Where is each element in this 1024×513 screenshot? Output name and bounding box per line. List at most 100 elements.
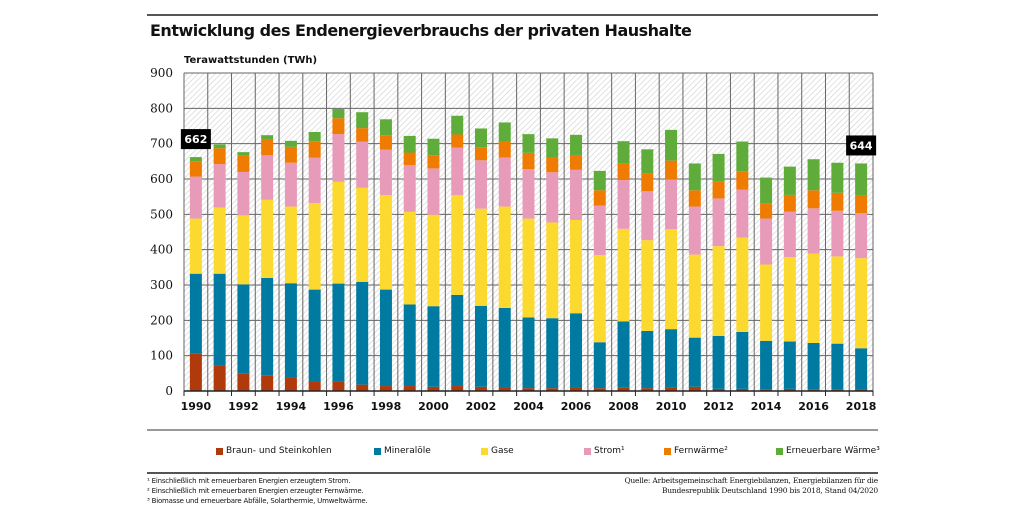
bar-segment [379, 135, 392, 150]
bar-segment [760, 389, 773, 391]
bar-segment [403, 304, 416, 387]
legend-swatch [481, 447, 488, 455]
bar-segment [237, 152, 250, 156]
bar-segment [641, 173, 654, 192]
footnote-2: ² Einschließlich mit erneuerbaren Energi… [147, 487, 364, 495]
bar-stack-1998 [379, 119, 392, 391]
bar-segment [451, 134, 464, 148]
legend-swatch [216, 447, 223, 455]
bar-segment [474, 386, 487, 391]
top-rule [147, 14, 878, 16]
x-tick-label: 2000 [418, 400, 449, 413]
bar-segment [451, 115, 464, 135]
bar-stack-2002 [474, 128, 487, 391]
bar-stack-2008 [617, 141, 630, 391]
bar-segment [332, 181, 345, 284]
bar-segment [570, 387, 583, 391]
bar-segment [261, 277, 274, 376]
bar-stack-2011 [688, 163, 701, 391]
bar-segment [712, 388, 725, 391]
bar-segment [356, 141, 369, 188]
bar-stack-2013 [736, 141, 749, 391]
bar-segment [308, 203, 321, 290]
legend-swatch [374, 447, 381, 455]
bar-segment [189, 218, 202, 274]
bar-stack-1993 [261, 135, 274, 391]
bar-segment [688, 386, 701, 391]
bar-segment [665, 329, 678, 388]
y-tick-label: 400 [150, 243, 173, 257]
bar-segment [284, 377, 297, 391]
y-tick-label: 500 [150, 207, 173, 221]
bar-segment [451, 195, 464, 295]
bar-segment [665, 179, 678, 230]
legend: Braun- und Steinkohlen Mineralöle Gase S… [150, 446, 880, 460]
bar-stack-1995 [308, 132, 321, 391]
bar-segment [332, 283, 345, 382]
y-tick-label: 700 [150, 137, 173, 151]
bar-segment [665, 129, 678, 161]
bar-segment [831, 210, 844, 257]
bar-segment [712, 198, 725, 247]
bar-segment [617, 180, 630, 229]
bar-stack-1994 [284, 140, 297, 391]
bar-segment [213, 144, 226, 149]
bar-segment [570, 154, 583, 170]
bar-segment [712, 335, 725, 389]
bar-segment [831, 256, 844, 344]
x-tick-label: 2010 [656, 400, 687, 413]
bar-segment [284, 283, 297, 378]
source-line-1: Quelle: Arbeitsgemeinschaft Energiebilan… [624, 476, 878, 485]
bar-segment [522, 152, 535, 170]
bar-segment [356, 384, 369, 391]
bar-segment [783, 211, 796, 258]
bar-segment [261, 375, 274, 391]
bar-segment [665, 387, 678, 391]
bar-segment [308, 157, 321, 204]
bar-stack-2001 [451, 115, 464, 391]
bar-segment [474, 160, 487, 209]
x-tick-label: 1994 [276, 400, 307, 413]
bar-segment [451, 147, 464, 196]
y-tick-label: 200 [150, 313, 173, 327]
bar-stack-1996 [332, 109, 345, 391]
x-tick-label: 2006 [561, 400, 592, 413]
bar-segment [855, 195, 868, 214]
y-tick-label: 300 [150, 278, 173, 292]
bar-stack-1991 [213, 144, 226, 391]
bar-stack-2006 [570, 134, 583, 391]
footnote-1: ¹ Einschließlich mit erneuerbaren Energi… [147, 477, 351, 485]
bar-segment [760, 218, 773, 265]
bar-segment [213, 148, 226, 165]
bar-stack-2014 [760, 177, 773, 391]
legend-label: Mineralöle [384, 446, 431, 456]
x-tick-label: 2016 [798, 400, 829, 413]
bar-segment [760, 203, 773, 219]
bar-segment [688, 206, 701, 255]
source-note: Quelle: Arbeitsgemeinschaft Energiebilan… [624, 476, 878, 496]
bar-segment [712, 246, 725, 336]
bar-segment [213, 365, 226, 391]
bar-segment [570, 169, 583, 220]
x-tick-label: 1998 [371, 400, 402, 413]
bar-stack-1992 [237, 152, 250, 391]
bar-segment [498, 307, 511, 388]
bar-segment [308, 141, 321, 158]
bar-stack-2007 [593, 170, 606, 391]
bar-segment [332, 381, 345, 391]
bar-segment [189, 157, 202, 162]
bar-segment [783, 257, 796, 342]
bar-segment [237, 215, 250, 285]
bar-segment [356, 112, 369, 129]
bar-segment [356, 281, 369, 385]
x-tick-label: 2002 [466, 400, 497, 413]
bar-segment [498, 157, 511, 207]
y-tick-label: 0 [165, 384, 173, 398]
bar-segment [427, 386, 440, 391]
bar-segment [688, 254, 701, 338]
legend-item-strom: Strom¹ [584, 446, 625, 456]
bar-segment [427, 155, 440, 169]
chart-title: Entwicklung des Endenergieverbrauchs der… [150, 21, 692, 40]
bar-stack-2017 [831, 162, 844, 391]
